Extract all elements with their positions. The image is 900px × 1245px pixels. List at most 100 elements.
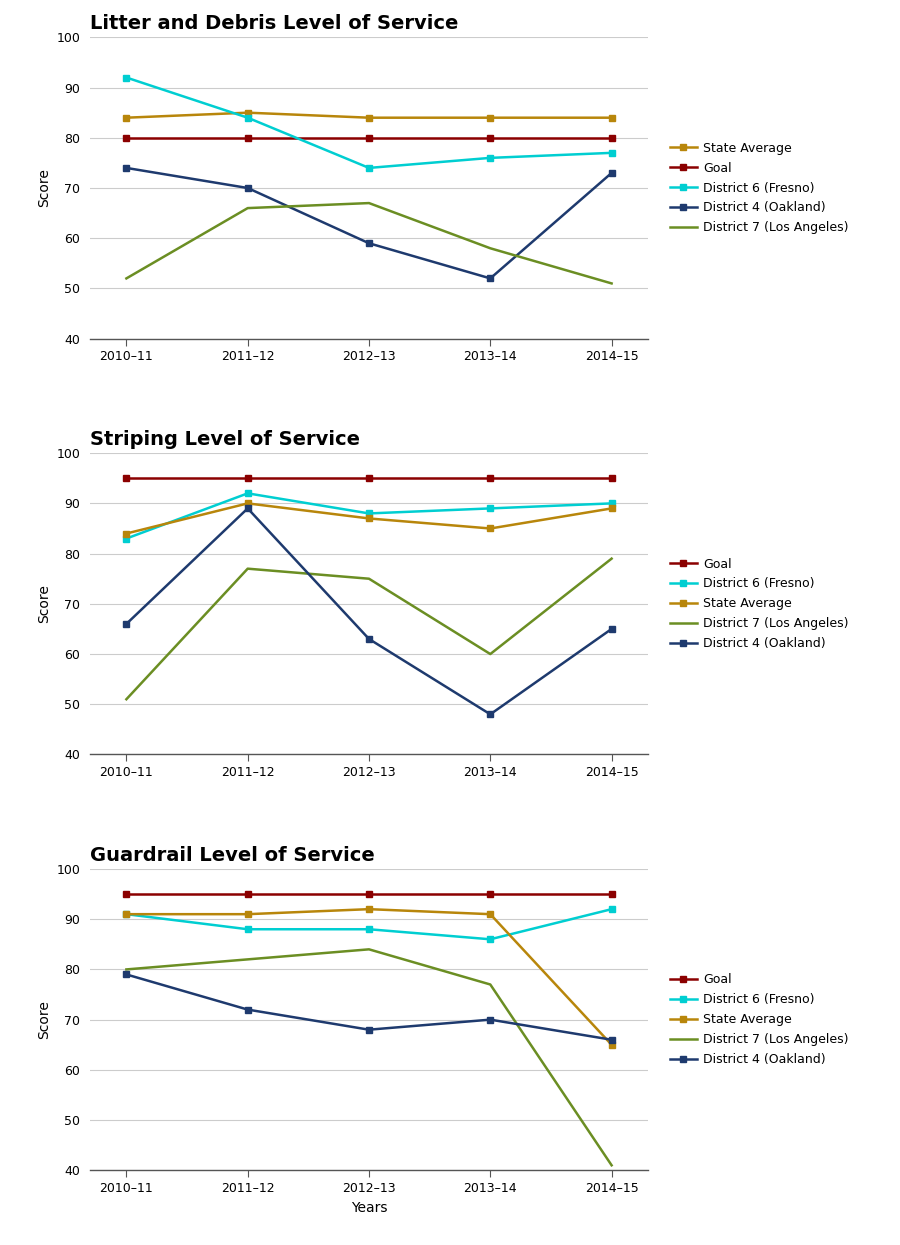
Line: District 4 (Oakland): District 4 (Oakland)	[123, 971, 615, 1043]
Legend: Goal, District 6 (Fresno), State Average, District 7 (Los Angeles), District 4 (: Goal, District 6 (Fresno), State Average…	[665, 969, 854, 1071]
Goal	[607, 471, 617, 486]
State Average	[364, 510, 374, 525]
Goal	[121, 471, 131, 486]
District 4 (Oakland)	[485, 707, 496, 722]
District 4 (Oakland)	[242, 181, 253, 195]
Text: Striping Level of Service: Striping Level of Service	[90, 430, 360, 449]
District 4 (Oakland)	[607, 621, 617, 636]
District 7 (Los Angeles)	[242, 952, 253, 967]
Line: District 6 (Fresno): District 6 (Fresno)	[123, 489, 615, 542]
Line: District 6 (Fresno): District 6 (Fresno)	[123, 73, 615, 172]
Line: District 4 (Oakland): District 4 (Oakland)	[123, 505, 615, 718]
Legend: Goal, District 6 (Fresno), State Average, District 7 (Los Angeles), District 4 (: Goal, District 6 (Fresno), State Average…	[665, 553, 854, 655]
Y-axis label: Score: Score	[37, 584, 50, 624]
Goal	[364, 471, 374, 486]
Goal	[121, 131, 131, 146]
State Average	[485, 520, 496, 535]
Goal	[485, 131, 496, 146]
District 6 (Fresno)	[607, 496, 617, 510]
District 7 (Los Angeles)	[121, 692, 131, 707]
District 7 (Los Angeles)	[607, 552, 617, 566]
Goal	[364, 886, 374, 901]
District 4 (Oakland)	[485, 271, 496, 286]
Text: Litter and Debris Level of Service: Litter and Debris Level of Service	[90, 14, 458, 34]
Text: Guardrail Level of Service: Guardrail Level of Service	[90, 845, 374, 864]
District 6 (Fresno)	[485, 500, 496, 515]
District 4 (Oakland)	[121, 616, 131, 631]
State Average	[485, 906, 496, 921]
District 4 (Oakland)	[485, 1012, 496, 1027]
State Average	[607, 1037, 617, 1052]
District 7 (Los Angeles)	[485, 240, 496, 255]
Line: State Average: State Average	[123, 110, 615, 121]
District 7 (Los Angeles)	[364, 942, 374, 957]
District 6 (Fresno)	[121, 906, 131, 921]
Goal	[485, 886, 496, 901]
Y-axis label: Score: Score	[37, 1000, 50, 1040]
District 6 (Fresno)	[121, 70, 131, 85]
District 4 (Oakland)	[121, 967, 131, 982]
State Average	[242, 106, 253, 121]
District 6 (Fresno)	[121, 532, 131, 547]
District 6 (Fresno)	[607, 146, 617, 161]
Line: Goal: Goal	[123, 134, 615, 141]
Line: District 7 (Los Angeles): District 7 (Los Angeles)	[126, 559, 612, 700]
Line: Goal: Goal	[123, 474, 615, 482]
State Average	[485, 111, 496, 126]
State Average	[607, 111, 617, 126]
State Average	[242, 496, 253, 510]
State Average	[121, 111, 131, 126]
Goal	[607, 886, 617, 901]
District 7 (Los Angeles)	[364, 571, 374, 586]
District 4 (Oakland)	[607, 166, 617, 181]
District 4 (Oakland)	[364, 1022, 374, 1037]
State Average	[121, 906, 131, 921]
District 4 (Oakland)	[364, 235, 374, 250]
District 6 (Fresno)	[364, 921, 374, 936]
State Average	[364, 901, 374, 916]
District 7 (Los Angeles)	[607, 276, 617, 291]
Goal	[242, 886, 253, 901]
Line: District 6 (Fresno): District 6 (Fresno)	[123, 905, 615, 942]
District 4 (Oakland)	[121, 161, 131, 176]
State Average	[607, 500, 617, 515]
District 6 (Fresno)	[242, 921, 253, 936]
Line: State Average: State Average	[123, 500, 615, 537]
District 7 (Los Angeles)	[242, 200, 253, 215]
District 6 (Fresno)	[242, 486, 253, 500]
Goal	[242, 131, 253, 146]
State Average	[121, 527, 131, 542]
Goal	[364, 131, 374, 146]
District 6 (Fresno)	[242, 111, 253, 126]
Y-axis label: Score: Score	[37, 168, 50, 208]
District 7 (Los Angeles)	[242, 561, 253, 576]
District 7 (Los Angeles)	[364, 195, 374, 210]
District 4 (Oakland)	[364, 631, 374, 646]
District 7 (Los Angeles)	[485, 977, 496, 992]
District 6 (Fresno)	[607, 901, 617, 916]
State Average	[242, 906, 253, 921]
District 4 (Oakland)	[242, 500, 253, 515]
District 7 (Los Angeles)	[121, 962, 131, 977]
District 7 (Los Angeles)	[607, 1158, 617, 1173]
Legend: State Average, Goal, District 6 (Fresno), District 4 (Oakland), District 7 (Los : State Average, Goal, District 6 (Fresno)…	[665, 137, 854, 239]
Goal	[607, 131, 617, 146]
Line: District 7 (Los Angeles): District 7 (Los Angeles)	[126, 950, 612, 1165]
Line: State Average: State Average	[123, 905, 615, 1048]
Line: District 7 (Los Angeles): District 7 (Los Angeles)	[126, 203, 612, 284]
District 6 (Fresno)	[485, 151, 496, 166]
Line: District 4 (Oakland): District 4 (Oakland)	[123, 164, 615, 281]
State Average	[364, 111, 374, 126]
District 7 (Los Angeles)	[121, 271, 131, 286]
District 6 (Fresno)	[364, 161, 374, 176]
District 6 (Fresno)	[364, 505, 374, 520]
District 7 (Los Angeles)	[485, 646, 496, 661]
X-axis label: Years: Years	[351, 1200, 387, 1215]
District 6 (Fresno)	[485, 931, 496, 946]
Line: Goal: Goal	[123, 890, 615, 898]
Goal	[242, 471, 253, 486]
District 4 (Oakland)	[242, 1002, 253, 1017]
District 4 (Oakland)	[607, 1032, 617, 1047]
Goal	[485, 471, 496, 486]
Goal	[121, 886, 131, 901]
